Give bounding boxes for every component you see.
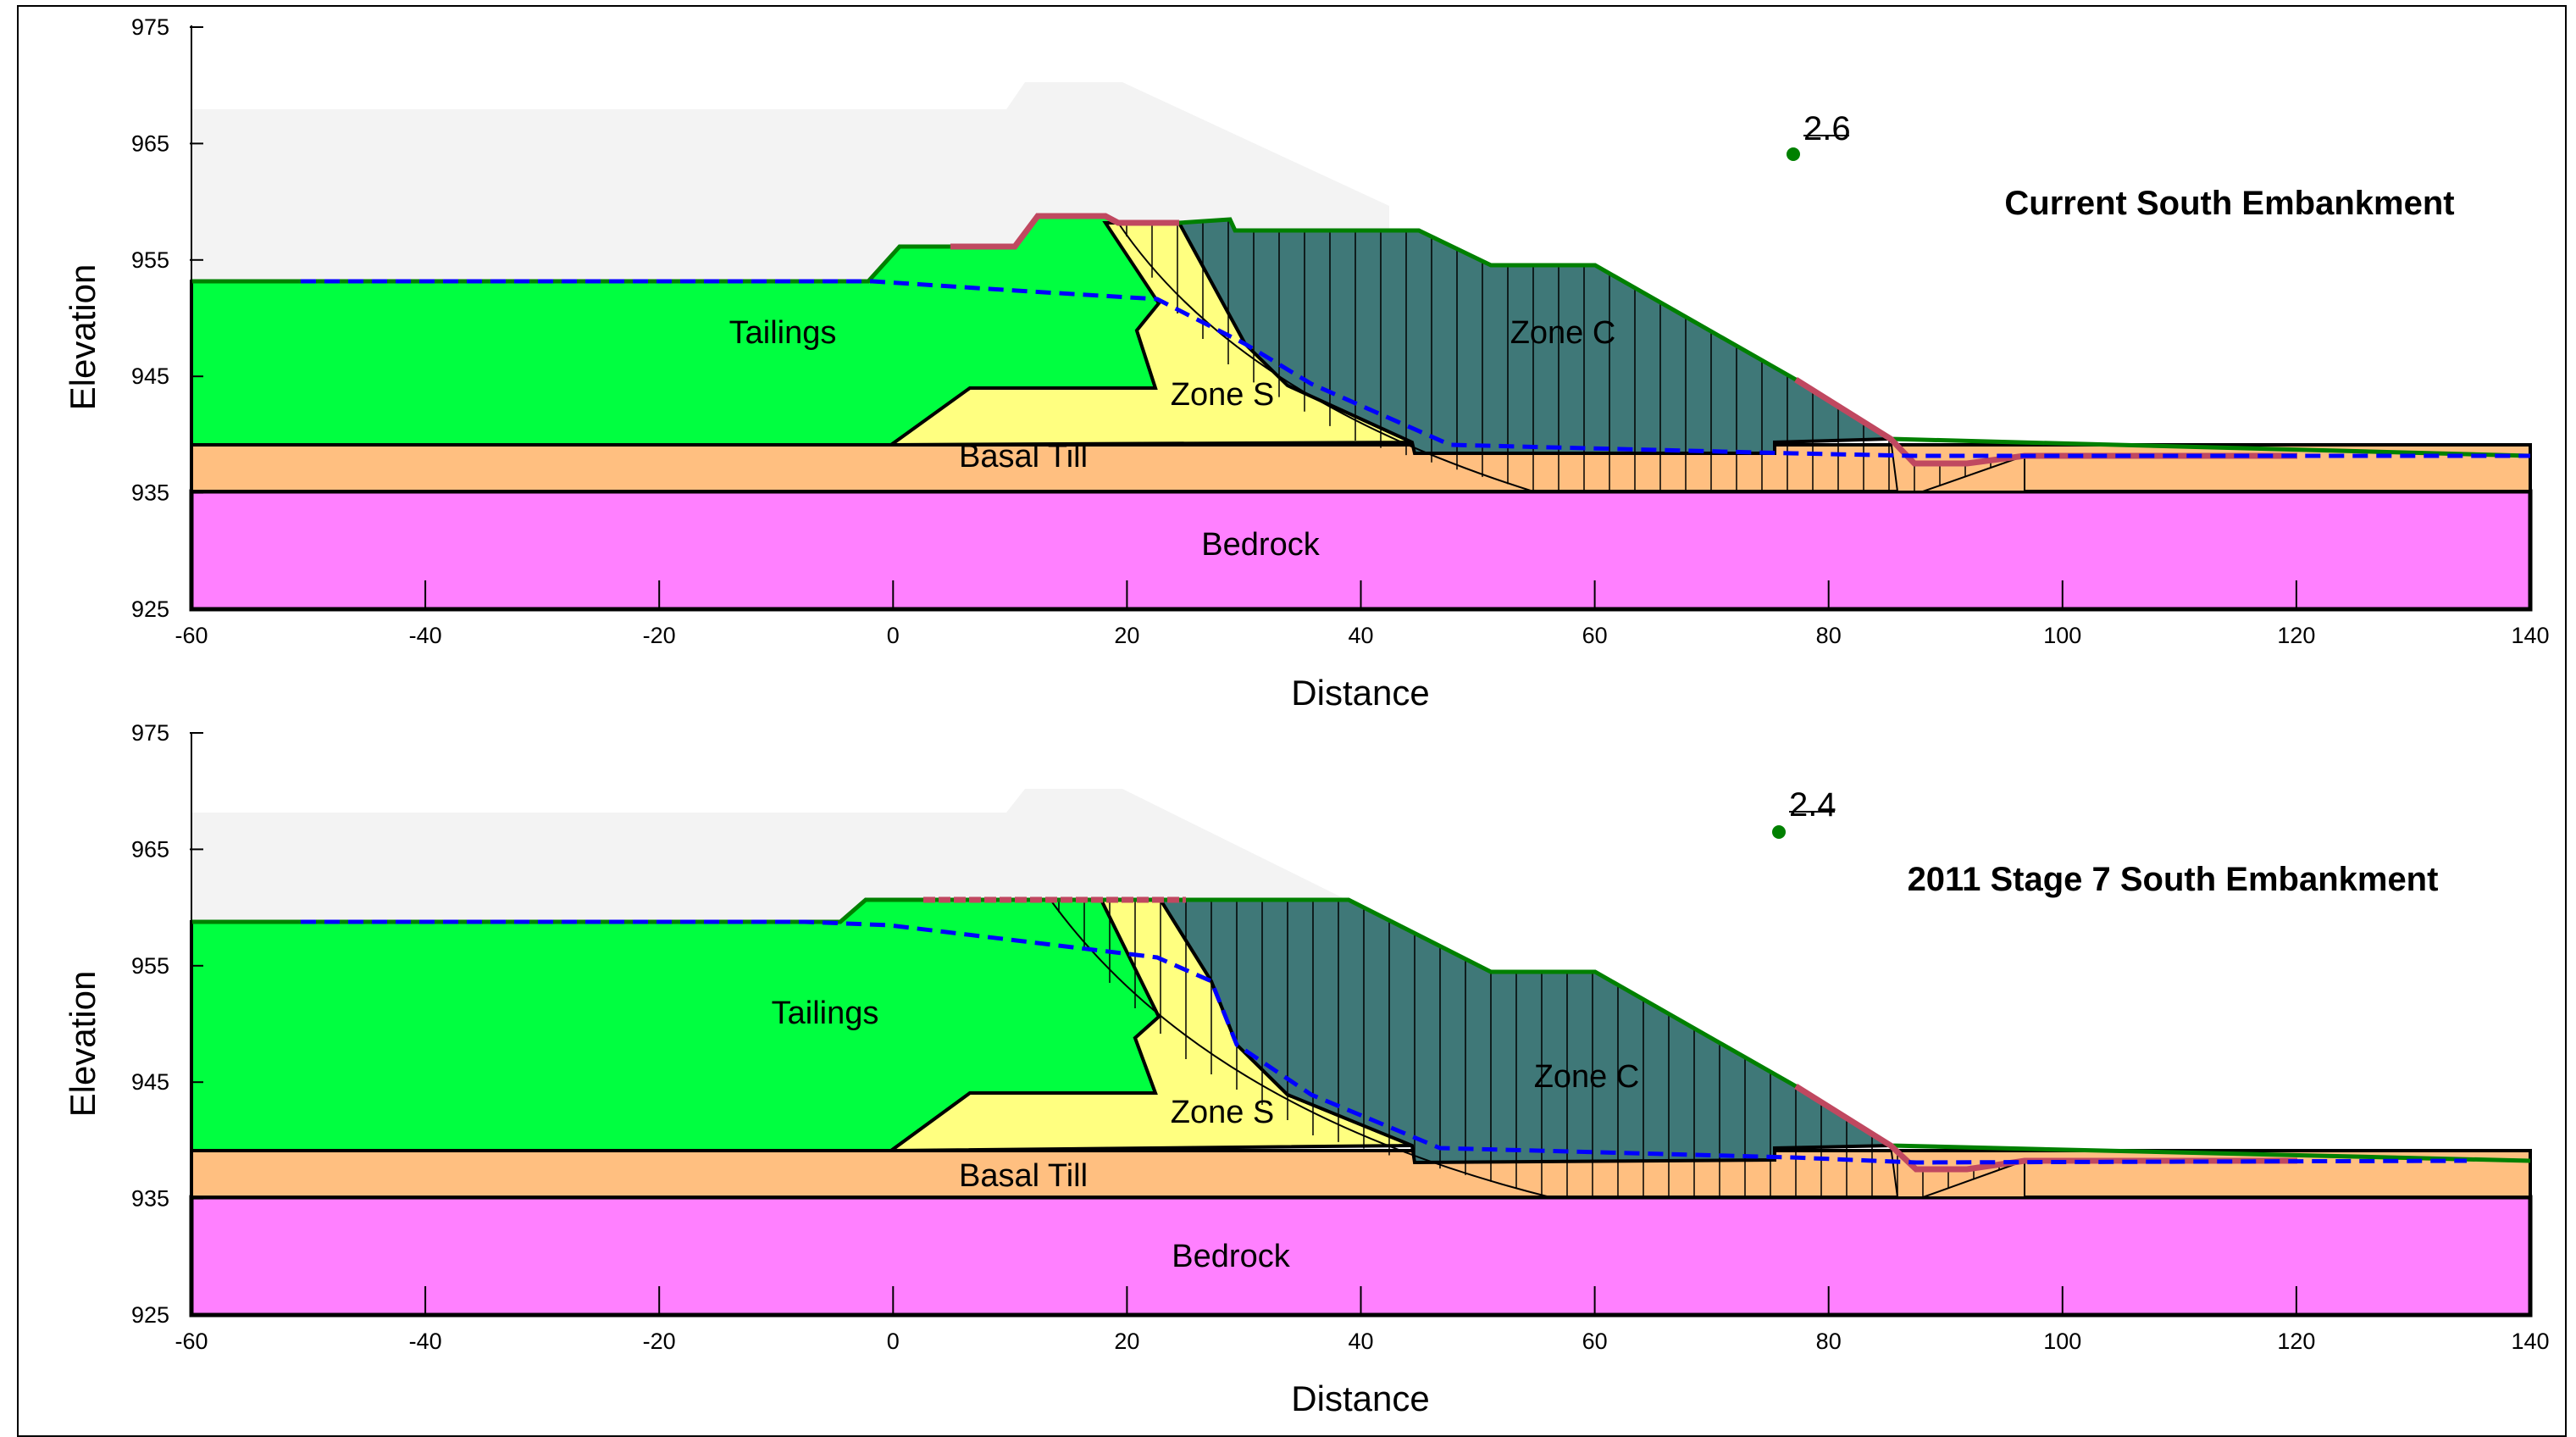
x-tick-label: 40	[1348, 623, 1373, 648]
label-basal-till: Basal Till	[959, 1158, 1088, 1194]
y-tick-label: 935	[131, 480, 169, 506]
label-zone-s: Zone S	[1171, 377, 1275, 413]
x-tick-label: 20	[1114, 623, 1139, 648]
x-tick-label: 20	[1114, 1329, 1139, 1354]
x-tick-label: 80	[1816, 623, 1842, 648]
panel-current-south-embankment: -60 -40 -20 0 20 40 60 80 100 120 140 975 965 955 945…	[63, 14, 2550, 713]
factor-of-safety: 2.4	[1789, 786, 1836, 824]
y-axis-ticks: 975 965 955 945 935 925	[131, 720, 203, 1328]
ghost-outline	[191, 789, 1347, 922]
x-axis-title: Distance	[1291, 1379, 1429, 1418]
x-tick-label: -60	[175, 1329, 208, 1354]
factor-of-safety: 2.6	[1803, 110, 1851, 147]
slip-center-marker	[1772, 825, 1786, 839]
y-tick-label: 955	[131, 247, 169, 273]
y-tick-label: 925	[131, 1302, 169, 1328]
x-tick-label: 120	[2277, 623, 2315, 648]
x-tick-label: 40	[1348, 1329, 1373, 1354]
x-tick-label: 0	[887, 623, 900, 648]
y-tick-label: 955	[131, 953, 169, 979]
slip-surface	[1050, 899, 2025, 1198]
label-zone-c: Zone C	[1510, 315, 1616, 351]
y-tick-label: 935	[131, 1186, 169, 1212]
x-tick-label: 80	[1816, 1329, 1842, 1354]
x-tick-label: -20	[643, 1329, 676, 1354]
y-tick-label: 965	[131, 130, 169, 156]
x-tick-label: 60	[1582, 1329, 1608, 1354]
panel-title: Current South Embankment	[2004, 185, 2454, 222]
label-basal-till: Basal Till	[959, 439, 1088, 474]
slip-surface	[1117, 222, 2025, 492]
panel-title: 2011 Stage 7 South Embankment	[1908, 861, 2439, 898]
y-tick-label: 975	[131, 720, 169, 746]
x-tick-label: 60	[1582, 623, 1608, 648]
y-tick-label: 945	[131, 363, 169, 389]
label-tailings: Tailings	[772, 996, 879, 1031]
x-tick-label: -60	[175, 623, 208, 648]
phreatic-line	[301, 279, 2530, 458]
x-tick-label: -20	[643, 623, 676, 648]
y-tick-label: 965	[131, 836, 169, 862]
basal-till-region	[190, 1149, 2532, 1199]
label-bedrock: Bedrock	[1201, 527, 1320, 563]
x-tick-label: 100	[2043, 623, 2081, 648]
y-tick-label: 975	[131, 14, 169, 40]
y-axis-title: Elevation	[63, 264, 102, 411]
x-tick-label: 140	[2511, 1329, 2549, 1354]
panel-2011-stage-7-south-embankment: -60 -40 -20 0 20 40 60 80 100 120 140 975 965 955 945…	[63, 720, 2550, 1418]
y-axis-ticks: 975 965 955 945 935 925	[131, 14, 203, 622]
slice-lines	[1126, 219, 2017, 491]
label-zone-s: Zone S	[1171, 1095, 1275, 1130]
label-bedrock: Bedrock	[1172, 1239, 1290, 1274]
slip-limits-exit	[1794, 1084, 2297, 1173]
x-tick-label: -40	[409, 623, 442, 648]
y-tick-label: 925	[131, 596, 169, 622]
label-tailings: Tailings	[729, 315, 837, 351]
label-zone-c: Zone C	[1534, 1059, 1640, 1095]
x-axis-ticks: -60 -40 -20 0 20 40 60 80 100 120 140	[175, 1286, 2550, 1354]
x-tick-label: 0	[887, 1329, 900, 1354]
x-tick-label: -40	[409, 1329, 442, 1354]
x-tick-label: 140	[2511, 623, 2549, 648]
x-tick-label: 120	[2277, 1329, 2315, 1354]
phreatic-line	[301, 919, 2468, 1165]
y-tick-label: 945	[131, 1069, 169, 1095]
x-axis-ticks: -60 -40 -20 0 20 40 60 80 100 120 140	[175, 580, 2550, 648]
basal-till-region	[190, 443, 2532, 493]
x-tick-label: 100	[2043, 1329, 2081, 1354]
x-axis-title: Distance	[1291, 673, 1429, 713]
y-axis-title: Elevation	[63, 971, 102, 1118]
slip-limits-entry	[950, 213, 1179, 250]
slip-center-marker	[1787, 147, 1800, 161]
